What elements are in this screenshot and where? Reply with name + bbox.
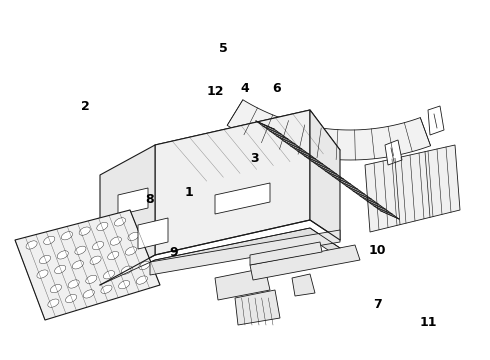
Polygon shape bbox=[138, 218, 168, 249]
Ellipse shape bbox=[40, 255, 50, 264]
Text: 6: 6 bbox=[272, 82, 281, 95]
Ellipse shape bbox=[86, 275, 97, 284]
Polygon shape bbox=[155, 110, 340, 185]
Ellipse shape bbox=[101, 285, 112, 293]
Polygon shape bbox=[15, 210, 160, 320]
Text: 1: 1 bbox=[184, 186, 193, 199]
Polygon shape bbox=[428, 106, 444, 135]
Ellipse shape bbox=[115, 218, 125, 226]
Ellipse shape bbox=[68, 280, 79, 288]
Polygon shape bbox=[365, 145, 460, 232]
Ellipse shape bbox=[50, 284, 62, 293]
Ellipse shape bbox=[26, 241, 37, 249]
Polygon shape bbox=[100, 228, 340, 295]
Polygon shape bbox=[235, 290, 280, 325]
Polygon shape bbox=[310, 110, 340, 240]
Text: 8: 8 bbox=[145, 193, 154, 206]
Ellipse shape bbox=[73, 261, 83, 269]
Ellipse shape bbox=[37, 270, 48, 278]
Text: 9: 9 bbox=[170, 246, 178, 258]
Ellipse shape bbox=[54, 265, 66, 274]
Ellipse shape bbox=[61, 231, 73, 240]
Text: 4: 4 bbox=[241, 82, 249, 95]
Polygon shape bbox=[227, 100, 431, 160]
Ellipse shape bbox=[110, 237, 122, 245]
Ellipse shape bbox=[108, 251, 119, 260]
Polygon shape bbox=[150, 230, 340, 275]
Polygon shape bbox=[155, 110, 310, 255]
Text: 7: 7 bbox=[373, 298, 382, 311]
Ellipse shape bbox=[136, 276, 147, 284]
Polygon shape bbox=[118, 188, 148, 215]
Ellipse shape bbox=[128, 232, 139, 240]
Text: 12: 12 bbox=[207, 85, 224, 98]
Ellipse shape bbox=[103, 271, 115, 279]
Text: 11: 11 bbox=[420, 316, 438, 329]
Ellipse shape bbox=[83, 290, 95, 298]
Ellipse shape bbox=[48, 299, 59, 307]
Polygon shape bbox=[250, 245, 360, 280]
Ellipse shape bbox=[66, 294, 76, 303]
Ellipse shape bbox=[97, 222, 108, 231]
Ellipse shape bbox=[79, 227, 90, 235]
Ellipse shape bbox=[75, 246, 86, 255]
Text: 2: 2 bbox=[81, 100, 90, 113]
Polygon shape bbox=[250, 242, 322, 265]
Polygon shape bbox=[100, 145, 155, 285]
Ellipse shape bbox=[121, 266, 132, 274]
Polygon shape bbox=[292, 274, 315, 296]
Polygon shape bbox=[215, 268, 270, 300]
Ellipse shape bbox=[44, 236, 55, 244]
Ellipse shape bbox=[57, 251, 68, 259]
Polygon shape bbox=[215, 183, 270, 214]
Text: 3: 3 bbox=[250, 152, 259, 165]
Ellipse shape bbox=[93, 242, 104, 250]
Ellipse shape bbox=[119, 280, 130, 289]
Ellipse shape bbox=[90, 256, 101, 264]
Text: 10: 10 bbox=[368, 244, 386, 257]
Ellipse shape bbox=[125, 247, 137, 255]
Polygon shape bbox=[385, 140, 402, 165]
Ellipse shape bbox=[139, 261, 150, 270]
Text: 5: 5 bbox=[219, 42, 227, 55]
